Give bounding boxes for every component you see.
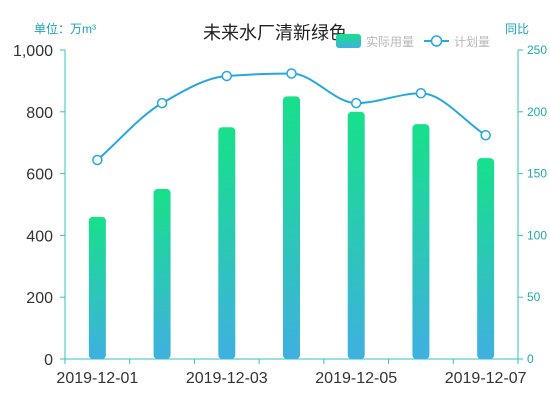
left-tick-label: 400: [26, 228, 53, 245]
plan-point[interactable]: [156, 97, 168, 109]
left-axis-unit-label: 单位：万m³: [34, 21, 96, 36]
plan-point[interactable]: [415, 88, 427, 99]
plan-point[interactable]: [480, 130, 491, 141]
left-tick-label: 800: [26, 105, 53, 122]
left-tick-label: 600: [26, 167, 53, 184]
right-tick-label: 0: [527, 352, 534, 366]
bar[interactable]: [153, 189, 171, 359]
right-tick-label: 100: [527, 228, 547, 242]
bar[interactable]: [477, 158, 495, 359]
legend-item-actual[interactable]: 实际用量: [336, 34, 414, 49]
bar[interactable]: [218, 127, 236, 359]
legend-bar-swatch: [336, 34, 361, 48]
left-axis-ticks: 0 200 400 600 800 1,000: [13, 43, 65, 369]
legend-label-actual: 实际用量: [366, 34, 414, 49]
plan-point[interactable]: [286, 68, 297, 79]
x-tick-label: 2019-12-05: [315, 370, 397, 387]
bar[interactable]: [412, 124, 430, 359]
x-axis-ticks: 2019-12-01 2019-12-03 2019-12-05 2019-12-07: [56, 359, 527, 387]
legend-line-marker: [430, 35, 443, 47]
plan-point[interactable]: [92, 154, 103, 166]
right-axis-ticks: 0 50 100 150 200 250: [518, 43, 547, 366]
right-tick-label: 250: [527, 43, 547, 57]
plan-point[interactable]: [350, 97, 362, 109]
bar[interactable]: [283, 96, 300, 359]
line-series-plan: [92, 68, 491, 166]
right-tick-label: 50: [527, 290, 541, 304]
left-tick-label: 0: [44, 352, 53, 369]
left-tick-label: 1,000: [13, 43, 53, 60]
x-tick-label: 2019-12-01: [56, 370, 138, 387]
x-tick-label: 2019-12-07: [445, 370, 527, 387]
right-tick-label: 150: [527, 167, 547, 181]
legend-label-plan: 计划量: [454, 35, 490, 49]
plan-point[interactable]: [221, 70, 233, 82]
bar[interactable]: [347, 111, 365, 359]
chart-title: 未来水厂清新绿色: [203, 23, 347, 43]
legend: 实际用量 计划量: [336, 34, 490, 49]
legend-item-plan[interactable]: 计划量: [424, 35, 490, 49]
x-tick-label: 2019-12-03: [186, 370, 268, 387]
bar[interactable]: [88, 216, 106, 359]
right-tick-label: 200: [527, 105, 547, 119]
left-tick-label: 200: [26, 290, 53, 307]
right-axis-unit-label: 同比: [505, 22, 529, 36]
bar-series-actual: [88, 96, 495, 359]
